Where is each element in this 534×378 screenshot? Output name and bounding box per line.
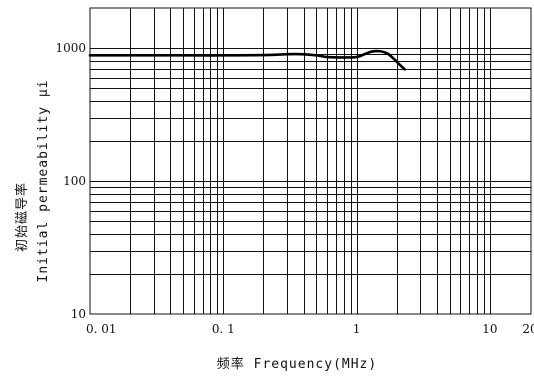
y-axis-title-chinese: 初始磁导率: [14, 182, 30, 252]
grid-lines: [90, 8, 531, 314]
y-tick-label: 10: [71, 307, 86, 321]
x-tick-label: 10: [482, 322, 497, 336]
plot-frame: [89, 7, 532, 315]
x-tick-label: 0. 1: [212, 322, 235, 336]
x-tick-label: 0. 01: [86, 322, 117, 336]
series-line: [88, 49, 407, 71]
y-tick-labels: 10 100 1000: [55, 41, 86, 321]
series-layer: [88, 49, 407, 71]
y-axis-title: Initial permeability μi: [36, 79, 51, 282]
y-tick-label: 100: [63, 174, 86, 188]
x-tick-label: 1: [353, 322, 361, 336]
x-axis-title: 频率 Frequency(MHz): [217, 356, 377, 372]
x-tick-label: 20: [522, 322, 534, 336]
y-tick-label: 1000: [55, 41, 86, 55]
x-tick-labels: 0. 01 0. 1 1 10 20: [86, 322, 534, 336]
